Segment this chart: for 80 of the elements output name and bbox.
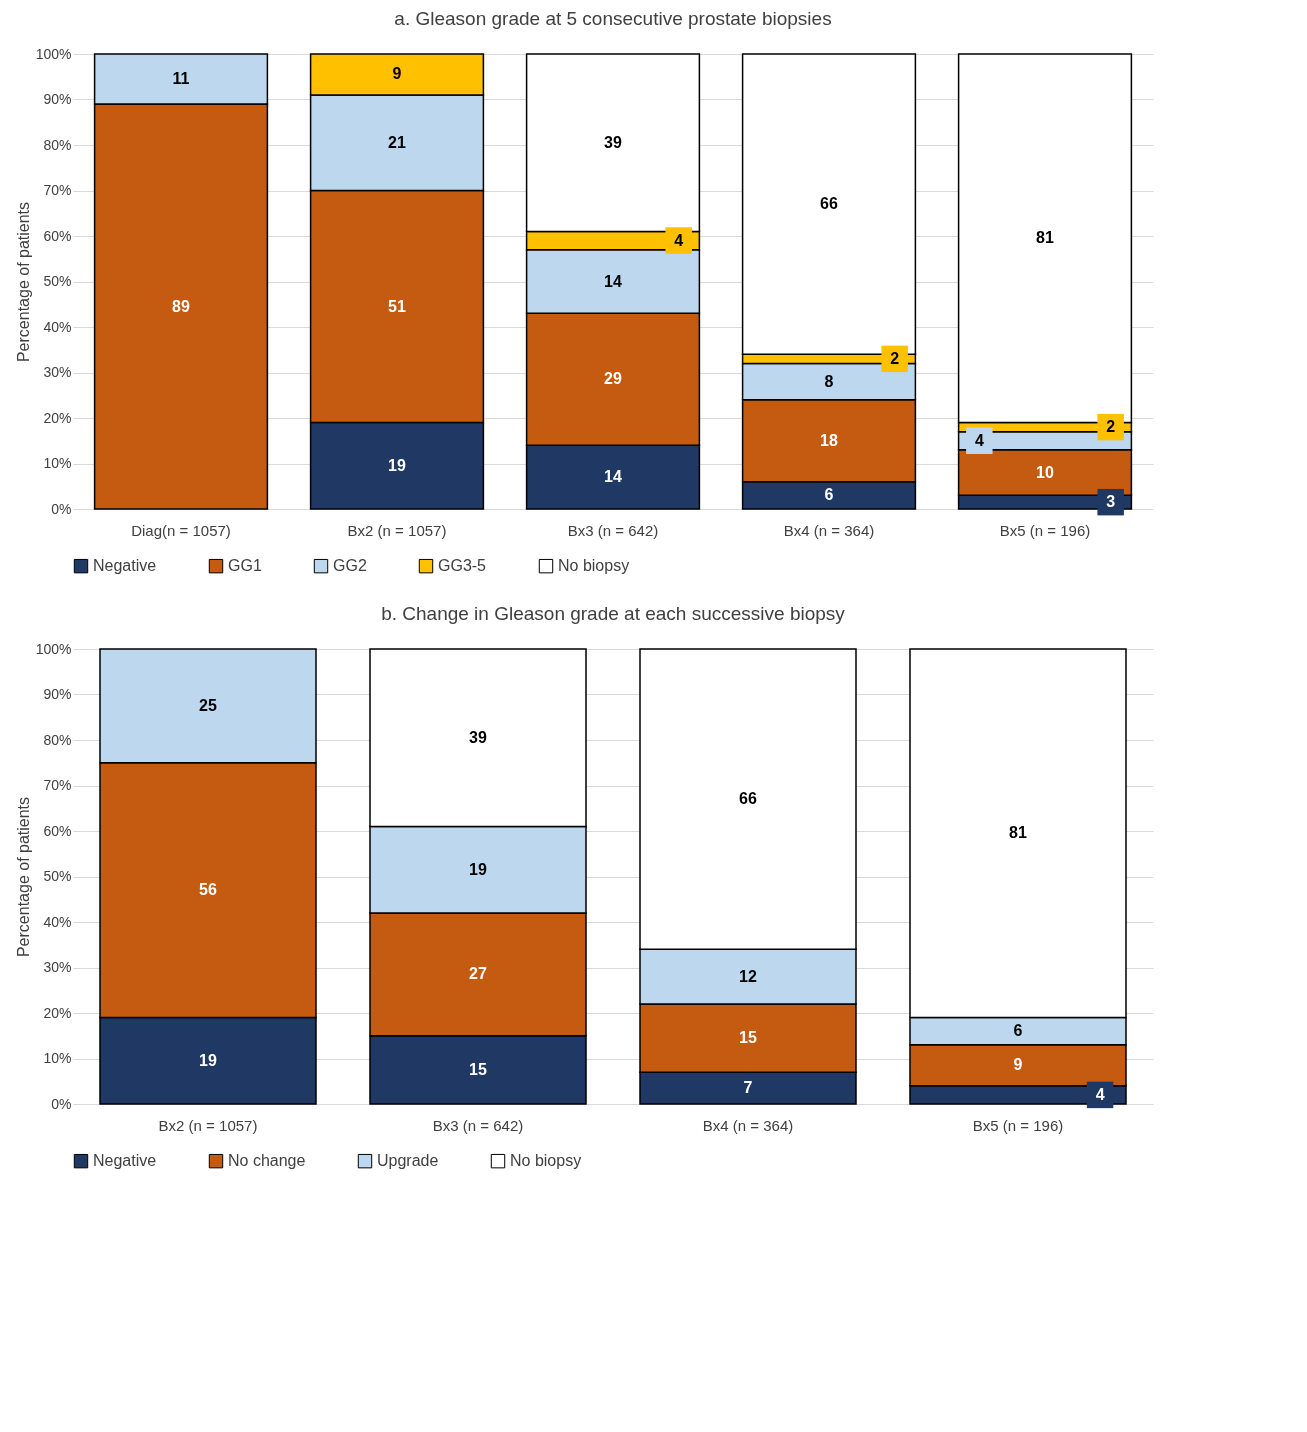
y-tick-label: 100% bbox=[35, 45, 72, 62]
y-tick-label: 50% bbox=[43, 868, 72, 884]
data-label: 12 bbox=[739, 967, 757, 985]
data-label: 81 bbox=[1009, 824, 1027, 842]
data-label: 2 bbox=[1106, 418, 1116, 436]
data-label: 39 bbox=[469, 728, 487, 746]
data-label: 6 bbox=[824, 486, 834, 504]
y-tick-label: 20% bbox=[43, 409, 72, 426]
data-label: 4 bbox=[674, 231, 684, 249]
data-label: 10 bbox=[1036, 463, 1054, 481]
y-tick-label: 10% bbox=[43, 1050, 72, 1066]
x-tick-label: Bx3 (n = 642) bbox=[432, 1116, 524, 1134]
data-label: 19 bbox=[199, 1051, 217, 1069]
data-label: 27 bbox=[469, 965, 487, 983]
data-label: 21 bbox=[388, 133, 406, 151]
legend-label: Negative bbox=[93, 1152, 157, 1170]
legend-label: GG3-5 bbox=[438, 557, 487, 575]
data-label: 2 bbox=[890, 349, 900, 367]
y-tick-label: 0% bbox=[51, 1095, 72, 1112]
y-tick-label: 20% bbox=[43, 1004, 72, 1021]
y-axis-title: Percentage of patients bbox=[14, 201, 32, 363]
data-label: 39 bbox=[604, 133, 622, 151]
data-label: 4 bbox=[1095, 1085, 1105, 1103]
y-tick-label: 60% bbox=[43, 822, 72, 839]
chart-title: b. Change in Gleason grade at each successive biopsy bbox=[381, 603, 846, 624]
y-tick-label: 100% bbox=[35, 640, 72, 657]
y-tick-label: 50% bbox=[43, 273, 72, 289]
data-label: 29 bbox=[604, 370, 622, 388]
data-label: 11 bbox=[172, 70, 190, 88]
y-tick-label: 40% bbox=[43, 318, 72, 335]
data-label: 66 bbox=[820, 195, 838, 213]
y-tick-label: 80% bbox=[43, 136, 72, 153]
y-tick-label: 90% bbox=[43, 91, 72, 107]
y-tick-label: 60% bbox=[43, 227, 72, 244]
data-label: 9 bbox=[1013, 1056, 1023, 1074]
y-tick-label: 40% bbox=[43, 913, 72, 930]
y-tick-label: 0% bbox=[51, 500, 72, 517]
data-label: 19 bbox=[469, 860, 487, 878]
y-tick-label: 90% bbox=[43, 686, 72, 702]
y-tick-label: 10% bbox=[43, 455, 72, 471]
data-label: 9 bbox=[392, 65, 402, 83]
data-label: 25 bbox=[199, 696, 217, 714]
x-tick-label: Bx4 (n = 364) bbox=[783, 521, 875, 539]
x-tick-label: Bx4 (n = 364) bbox=[702, 1116, 794, 1134]
y-tick-label: 70% bbox=[43, 777, 72, 793]
data-label: 51 bbox=[388, 297, 406, 315]
y-tick-label: 70% bbox=[43, 182, 72, 198]
x-tick-label: Bx3 (n = 642) bbox=[567, 521, 659, 539]
data-label: 15 bbox=[739, 1029, 757, 1047]
legend-label: Upgrade bbox=[377, 1152, 439, 1170]
x-tick-label: Bx2 (n = 1057) bbox=[158, 1116, 258, 1134]
data-label: 19 bbox=[388, 456, 406, 474]
data-label: 89 bbox=[172, 297, 190, 315]
y-tick-label: 30% bbox=[43, 959, 72, 975]
data-label: 6 bbox=[1013, 1022, 1023, 1040]
legend-label: No biopsy bbox=[510, 1152, 582, 1170]
x-tick-label: Bx5 (n = 196) bbox=[972, 1116, 1064, 1134]
data-label: 14 bbox=[604, 468, 622, 486]
data-label: 3 bbox=[1106, 493, 1116, 511]
data-label: 56 bbox=[199, 881, 217, 899]
y-tick-label: 30% bbox=[43, 364, 72, 380]
legend-label: No change bbox=[228, 1152, 306, 1170]
data-label: 8 bbox=[824, 372, 834, 390]
x-tick-label: Diag(n = 1057) bbox=[131, 521, 231, 539]
legend-label: Negative bbox=[93, 557, 157, 575]
data-label: 7 bbox=[743, 1079, 753, 1097]
data-label: 4 bbox=[974, 431, 984, 449]
data-label: 14 bbox=[604, 272, 622, 290]
y-axis-title: Percentage of patients bbox=[14, 796, 32, 958]
data-label: 66 bbox=[739, 790, 757, 808]
y-tick-label: 80% bbox=[43, 731, 72, 748]
x-tick-label: Bx5 (n = 196) bbox=[999, 521, 1091, 539]
legend-label: GG2 bbox=[333, 557, 367, 575]
data-label: 15 bbox=[469, 1060, 487, 1078]
data-label: 81 bbox=[1036, 229, 1054, 247]
legend-label: No biopsy bbox=[558, 557, 630, 575]
legend-label: GG1 bbox=[228, 557, 262, 575]
chart-title: a. Gleason grade at 5 consecutive prostate biopsies bbox=[394, 8, 832, 29]
x-tick-label: Bx2 (n = 1057) bbox=[347, 521, 447, 539]
data-label: 18 bbox=[820, 431, 838, 449]
